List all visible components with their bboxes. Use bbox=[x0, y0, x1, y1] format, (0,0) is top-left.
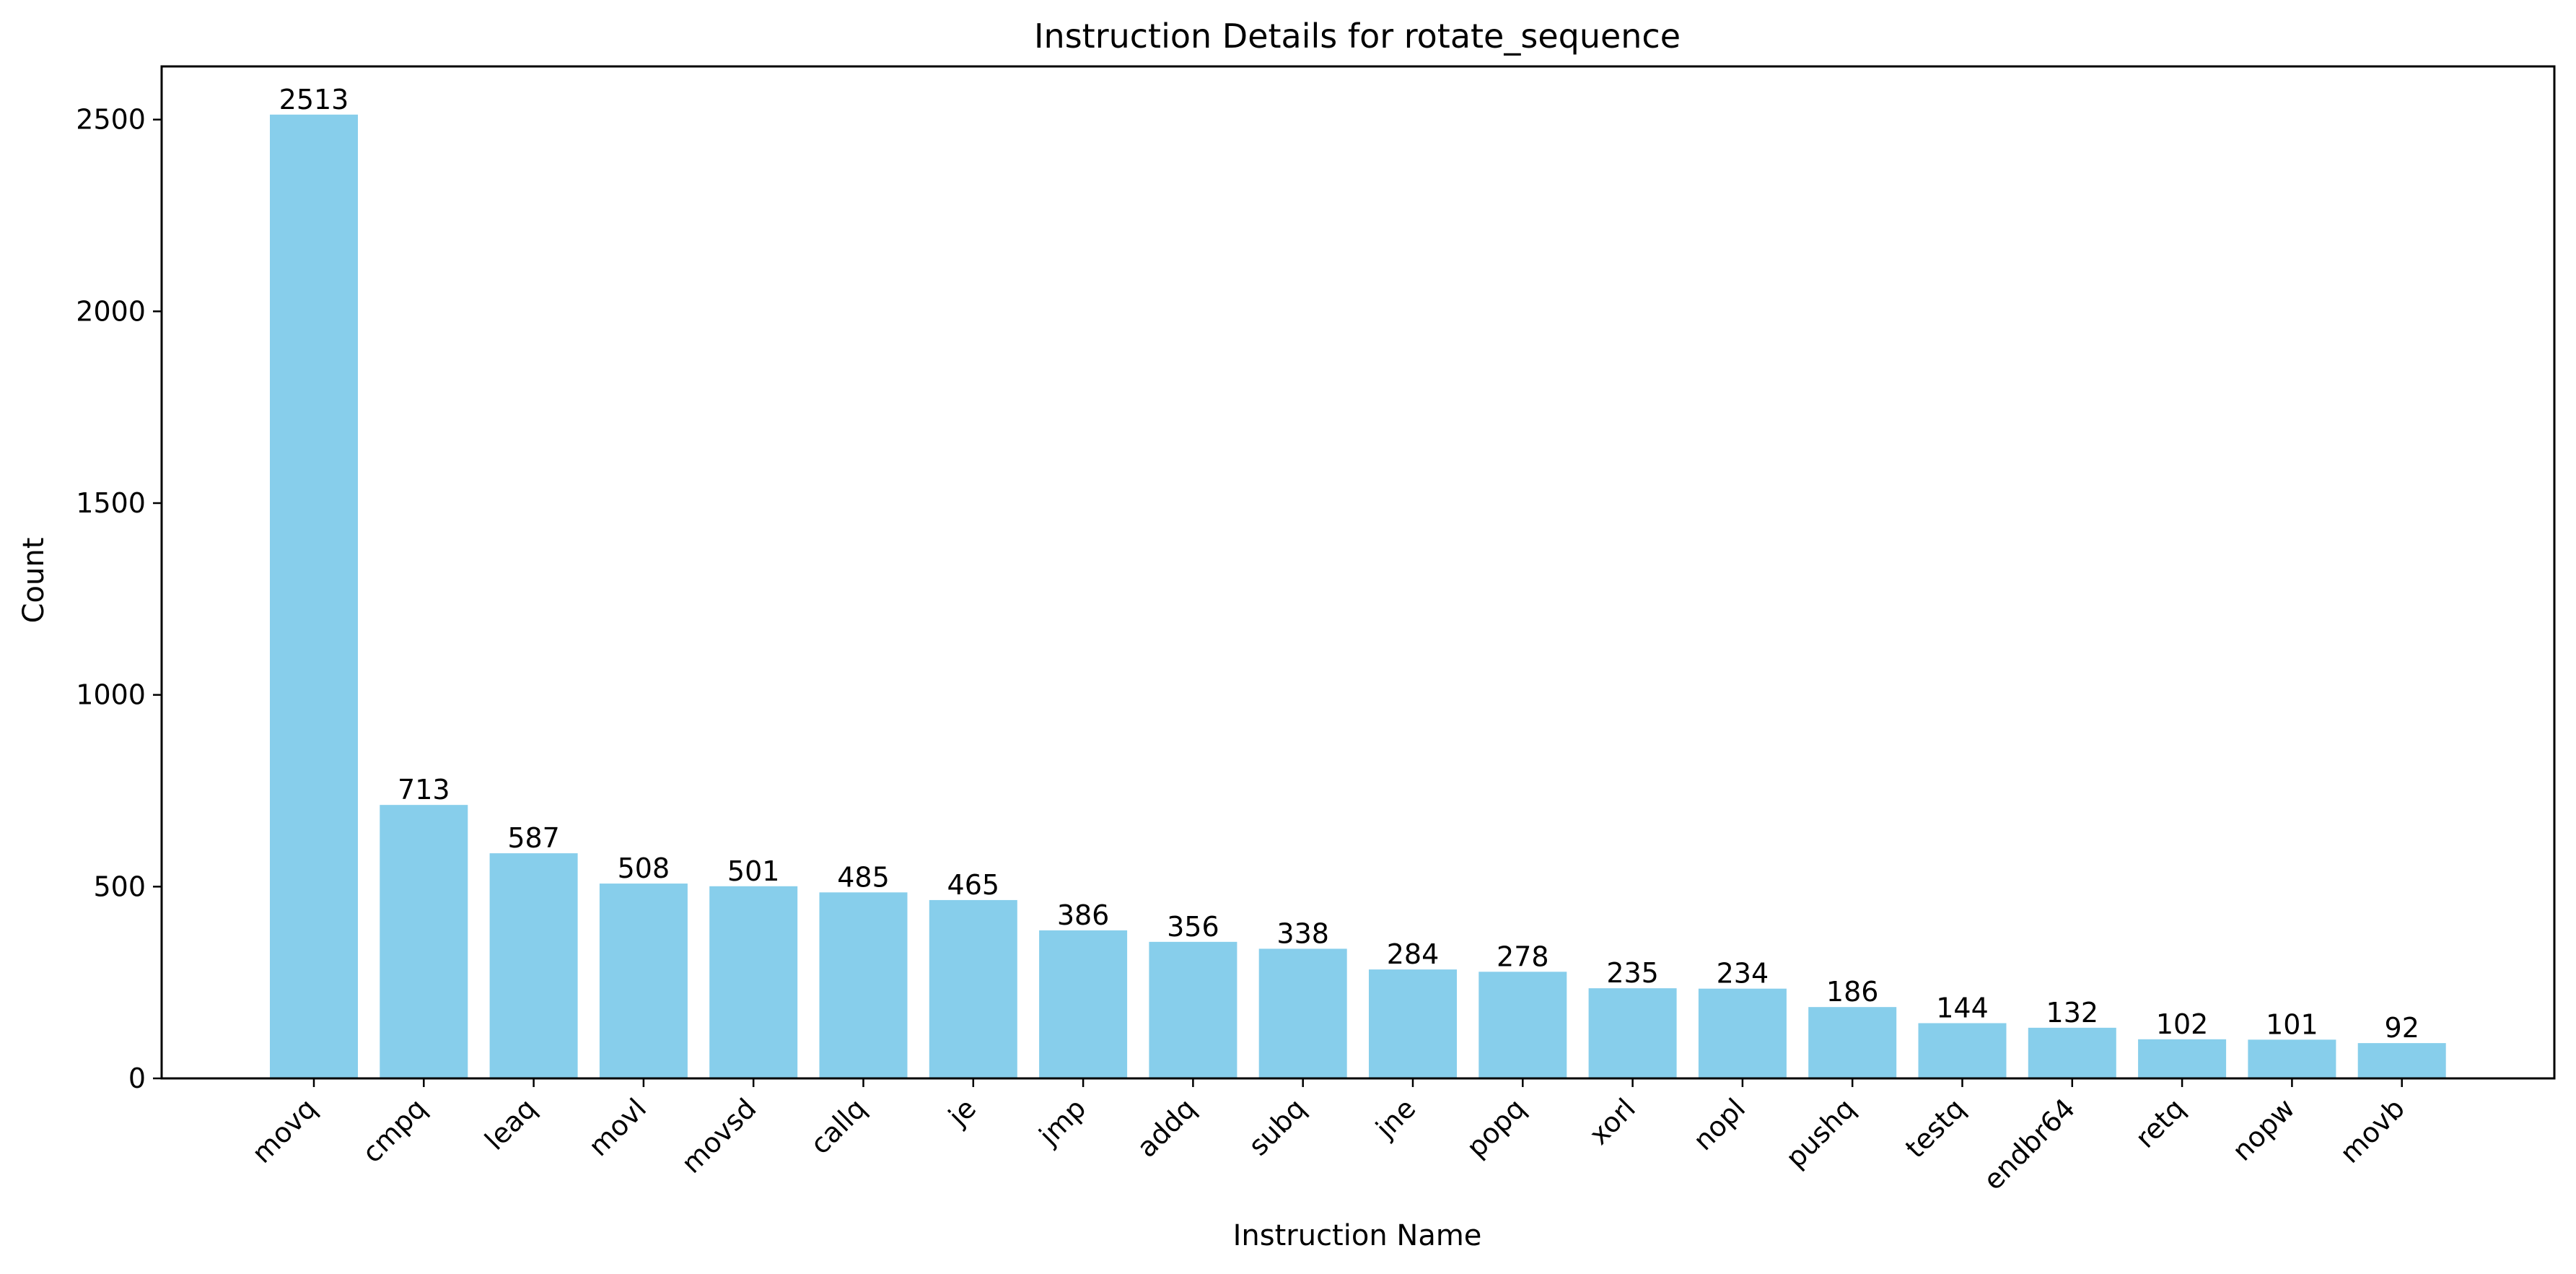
bar-testq bbox=[1918, 1023, 2007, 1078]
value-label-jmp: 386 bbox=[1057, 899, 1110, 931]
y-axis-title: Count bbox=[17, 538, 51, 624]
chart-title: Instruction Details for rotate_sequence bbox=[1034, 17, 1681, 56]
bar-movq bbox=[270, 114, 358, 1078]
y-tick-label-1500: 1500 bbox=[76, 487, 146, 519]
bar-addq bbox=[1149, 941, 1237, 1078]
value-label-cmpq: 713 bbox=[398, 774, 450, 806]
value-label-addq: 356 bbox=[1167, 911, 1219, 943]
value-label-leaq: 587 bbox=[507, 822, 560, 854]
value-labels-group: 2513 713 587 508 501 485 465 386 356 338 284 278 235… bbox=[279, 84, 2419, 1044]
x-axis-title: Instruction Name bbox=[1233, 1219, 1482, 1252]
y-tick-label-0: 0 bbox=[128, 1063, 146, 1094]
bar-subq bbox=[1258, 948, 1347, 1078]
bar-nopl bbox=[1698, 988, 1787, 1078]
value-label-callq: 485 bbox=[837, 861, 890, 893]
value-label-movq: 2513 bbox=[279, 84, 349, 115]
bar-leaq bbox=[489, 853, 578, 1078]
bar-je bbox=[929, 899, 1017, 1078]
value-label-movl: 508 bbox=[618, 852, 670, 884]
value-label-movsd: 501 bbox=[727, 855, 780, 887]
bar-retq bbox=[2138, 1039, 2227, 1078]
bar-movl bbox=[599, 883, 688, 1078]
value-label-nopw: 101 bbox=[2266, 1008, 2318, 1040]
bar-jmp bbox=[1039, 930, 1128, 1078]
value-label-retq: 102 bbox=[2156, 1008, 2209, 1040]
bar-popq bbox=[1478, 972, 1567, 1078]
y-tick-label-2500: 2500 bbox=[76, 104, 146, 136]
y-tick-label-1000: 1000 bbox=[76, 679, 146, 711]
value-label-nopl: 234 bbox=[1717, 958, 1769, 990]
bar-xorl bbox=[1588, 988, 1677, 1078]
value-label-je: 465 bbox=[947, 869, 1000, 901]
value-label-subq: 338 bbox=[1276, 917, 1329, 949]
value-label-jne: 284 bbox=[1387, 938, 1440, 970]
bar-movsd bbox=[709, 886, 798, 1078]
bar-jne bbox=[1369, 969, 1457, 1078]
value-label-testq: 144 bbox=[1936, 992, 1989, 1024]
bar-pushq bbox=[1808, 1007, 1897, 1078]
value-label-endbr64: 132 bbox=[2046, 997, 2099, 1029]
plot-frame bbox=[160, 65, 2556, 1080]
bar-movb bbox=[2357, 1043, 2446, 1078]
value-label-pushq: 186 bbox=[1826, 976, 1879, 1008]
bar-callq bbox=[819, 892, 908, 1078]
value-label-xorl: 235 bbox=[1606, 957, 1659, 989]
y-axis: 0 500 1000 1500 2000 2500 bbox=[76, 104, 162, 1094]
bar-cmpq bbox=[380, 805, 468, 1078]
bar-endbr64 bbox=[2028, 1027, 2116, 1078]
y-tick-label-500: 500 bbox=[93, 871, 146, 902]
y-tick-label-2000: 2000 bbox=[76, 295, 146, 327]
bar-nopw bbox=[2248, 1039, 2336, 1078]
value-label-popq: 278 bbox=[1497, 941, 1549, 972]
bars-group bbox=[270, 114, 2446, 1078]
value-label-movb: 92 bbox=[2385, 1012, 2419, 1044]
